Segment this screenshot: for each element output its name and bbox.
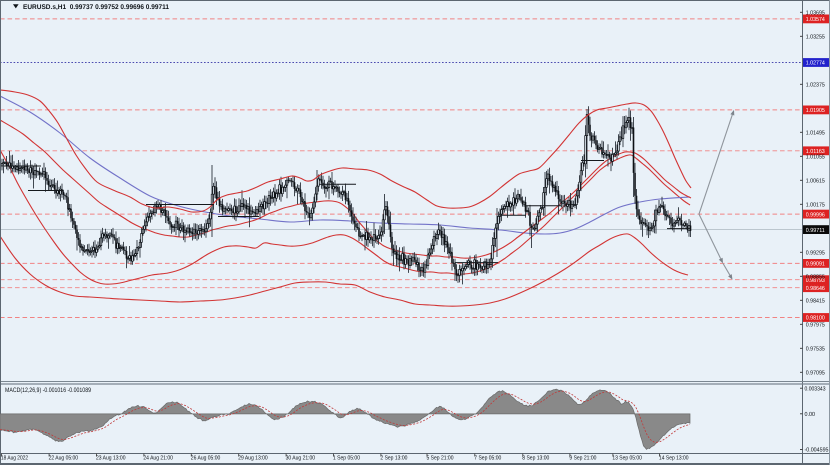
- svg-text:1.03255: 1.03255: [806, 34, 826, 41]
- svg-text:0.97095: 0.97095: [806, 370, 826, 377]
- svg-text:0.98646: 0.98646: [806, 285, 826, 292]
- svg-text:24 Aug 21:00: 24 Aug 21:00: [143, 454, 173, 461]
- svg-text:13 Sep 05:00: 13 Sep 05:00: [612, 454, 642, 461]
- svg-text:-0.004595: -0.004595: [805, 447, 830, 454]
- svg-text:EURUSD.s,H1 0.99737 0.99752 0: EURUSD.s,H1 0.99737 0.99752 0.99696 0.99…: [23, 4, 169, 11]
- svg-text:1.00615: 1.00615: [806, 178, 826, 185]
- svg-text:8 Sep 13:00: 8 Sep 13:00: [522, 454, 550, 461]
- svg-text:2 Sep 13:00: 2 Sep 13:00: [380, 454, 408, 461]
- svg-text:0.99295: 0.99295: [806, 250, 826, 257]
- svg-text:29 Aug 13:00: 29 Aug 13:00: [238, 454, 268, 461]
- svg-text:0.00: 0.00: [805, 411, 816, 418]
- svg-text:1.01163: 1.01163: [806, 148, 826, 155]
- svg-text:14 Sep 13:00: 14 Sep 13:00: [659, 454, 689, 461]
- svg-text:9 Sep 21:00: 9 Sep 21:00: [569, 454, 597, 461]
- svg-text:26 Aug 05:00: 26 Aug 05:00: [191, 454, 221, 461]
- svg-text:1.01495: 1.01495: [806, 130, 826, 137]
- svg-text:1.02774: 1.02774: [806, 60, 826, 67]
- svg-text:0.97535: 0.97535: [806, 346, 826, 353]
- svg-text:1.00175: 1.00175: [806, 202, 826, 209]
- svg-text:0.98793: 0.98793: [806, 277, 826, 284]
- svg-text:7 Sep 05:00: 7 Sep 05:00: [474, 454, 502, 461]
- svg-text:22 Aug 05:00: 22 Aug 05:00: [49, 454, 79, 461]
- svg-text:1.03695: 1.03695: [806, 10, 826, 17]
- svg-text:1 Sep 05:00: 1 Sep 05:00: [333, 454, 361, 461]
- svg-text:1.01055: 1.01055: [806, 154, 826, 161]
- svg-text:0.99996: 0.99996: [806, 211, 826, 218]
- svg-text:1.01905: 1.01905: [806, 107, 826, 114]
- svg-text:0.98415: 0.98415: [806, 298, 826, 305]
- svg-text:23 Aug 13:00: 23 Aug 13:00: [96, 454, 126, 461]
- svg-text:0.97975: 0.97975: [806, 322, 826, 329]
- svg-text:0.99711: 0.99711: [806, 227, 825, 234]
- svg-text:0.99091: 0.99091: [806, 261, 825, 268]
- svg-text:MACD(12,26,9) -0.001016 -0.001: MACD(12,26,9) -0.001016 -0.001089: [5, 387, 91, 394]
- svg-text:0.98855: 0.98855: [806, 274, 826, 281]
- svg-text:5 Sep 21:00: 5 Sep 21:00: [427, 454, 455, 461]
- svg-text:18 Aug 2022: 18 Aug 2022: [1, 454, 28, 461]
- svg-text:0.98100: 0.98100: [806, 315, 826, 322]
- svg-text:1.03574: 1.03574: [806, 16, 826, 23]
- svg-text:1.02375: 1.02375: [806, 82, 826, 89]
- svg-text:0.003343: 0.003343: [805, 385, 827, 392]
- svg-text:30 Aug 21:00: 30 Aug 21:00: [286, 454, 316, 461]
